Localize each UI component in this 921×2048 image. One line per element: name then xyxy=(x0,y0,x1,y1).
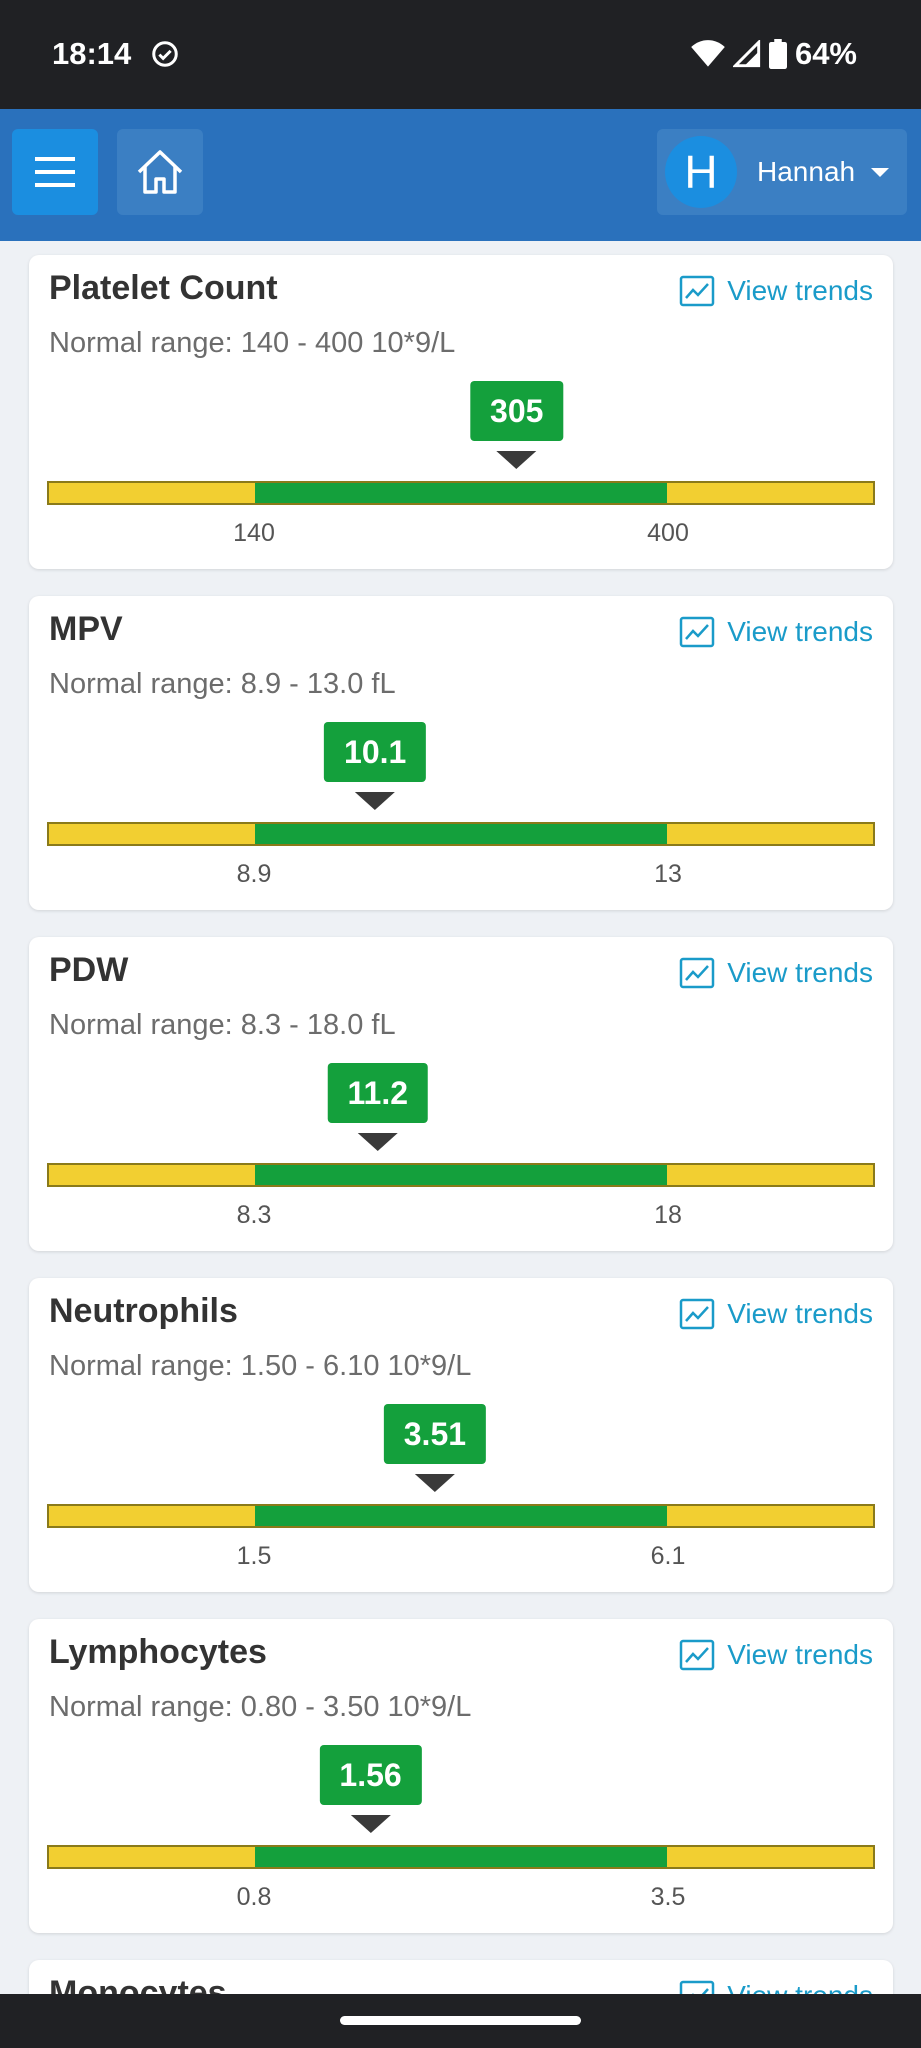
high-limit-label: 3.5 xyxy=(650,1883,686,1911)
result-card: Monocytes View trends xyxy=(29,1960,893,1994)
view-trends-label: View trends xyxy=(727,1298,873,1329)
low-range-segment xyxy=(49,1847,255,1867)
view-trends-link[interactable]: View trends xyxy=(679,616,873,648)
high-range-segment xyxy=(667,1847,873,1867)
result-card: Lymphocytes View trends Normal range: 0.… xyxy=(29,1619,893,1933)
value-marker: 3.51 xyxy=(383,1404,487,1492)
result-value: 10.1 xyxy=(324,722,427,782)
low-range-segment xyxy=(49,1506,255,1526)
pointer-icon xyxy=(355,792,396,810)
battery-icon xyxy=(768,39,787,69)
test-name: Platelet Count xyxy=(49,269,278,307)
test-name: Lymphocytes xyxy=(49,1633,267,1671)
results-list: Platelet Count View trends Normal range:… xyxy=(0,241,921,1994)
low-limit-label: 0.8 xyxy=(236,1883,272,1911)
high-range-segment xyxy=(667,824,873,844)
test-name: PDW xyxy=(49,951,129,989)
view-trends-label: View trends xyxy=(727,957,873,988)
status-bar: 18:14 64% xyxy=(0,0,921,109)
sync-check-icon xyxy=(152,41,178,67)
high-range-segment xyxy=(667,483,873,503)
normal-range: Normal range: 1.50 - 6.10 10*9/L xyxy=(49,1350,472,1382)
result-value: 11.2 xyxy=(327,1063,429,1123)
normal-range: Normal range: 8.3 - 18.0 fL xyxy=(49,1009,396,1041)
wifi-icon xyxy=(691,40,725,67)
view-trends-link[interactable]: View trends xyxy=(679,1639,873,1671)
battery-percent: 64% xyxy=(794,36,857,71)
low-range-segment xyxy=(49,1165,255,1185)
chevron-down-icon xyxy=(871,167,890,177)
app-header: H Hannah xyxy=(0,109,921,241)
view-trends-link[interactable]: View trends xyxy=(679,1980,873,1994)
view-trends-label: View trends xyxy=(727,275,873,306)
normal-range-segment xyxy=(255,1506,667,1526)
result-value: 1.56 xyxy=(319,1745,422,1805)
pointer-icon xyxy=(357,1133,398,1151)
value-marker: 10.1 xyxy=(324,722,427,810)
system-nav-bar xyxy=(0,1994,921,2048)
high-limit-label: 18 xyxy=(654,1201,682,1229)
result-value: 305 xyxy=(470,381,564,441)
low-range-segment xyxy=(49,824,255,844)
range-bar xyxy=(47,822,875,846)
test-name: Neutrophils xyxy=(49,1292,238,1330)
high-range-segment xyxy=(667,1165,873,1185)
low-limit-label: 140 xyxy=(233,519,275,547)
clock: 18:14 xyxy=(52,36,132,71)
low-limit-label: 8.9 xyxy=(236,860,272,888)
high-limit-label: 6.1 xyxy=(650,1542,686,1570)
trend-chart-icon xyxy=(679,1298,715,1330)
range-bar xyxy=(47,1845,875,1869)
high-limit-label: 400 xyxy=(647,519,689,547)
result-card: Platelet Count View trends Normal range:… xyxy=(29,255,893,569)
range-bar xyxy=(47,1163,875,1187)
view-trends-link[interactable]: View trends xyxy=(679,957,873,989)
user-menu-button[interactable]: H Hannah xyxy=(657,129,907,215)
high-limit-label: 13 xyxy=(654,860,682,888)
pointer-icon xyxy=(496,451,537,469)
pointer-icon xyxy=(350,1815,391,1833)
normal-range: Normal range: 8.9 - 13.0 fL xyxy=(49,668,396,700)
view-trends-link[interactable]: View trends xyxy=(679,275,873,307)
range-bar xyxy=(47,481,875,505)
home-icon xyxy=(137,150,183,194)
trend-chart-icon xyxy=(679,957,715,989)
result-value: 3.51 xyxy=(383,1404,487,1464)
range-bar xyxy=(47,1504,875,1528)
cell-signal-icon xyxy=(732,40,761,68)
low-limit-label: 8.3 xyxy=(236,1201,272,1229)
trend-chart-icon xyxy=(679,275,715,307)
menu-button[interactable] xyxy=(12,129,98,215)
normal-range: Normal range: 0.80 - 3.50 10*9/L xyxy=(49,1691,472,1723)
view-trends-label: View trends xyxy=(727,616,873,647)
test-name: MPV xyxy=(49,610,123,648)
hamburger-menu-icon xyxy=(35,157,75,187)
result-card: Neutrophils View trends Normal range: 1.… xyxy=(29,1278,893,1592)
pointer-icon xyxy=(414,1474,455,1492)
value-marker: 305 xyxy=(470,381,564,469)
view-trends-label: View trends xyxy=(727,1639,873,1670)
normal-range: Normal range: 140 - 400 10*9/L xyxy=(49,327,456,359)
value-marker: 1.56 xyxy=(319,1745,422,1833)
user-name: Hannah xyxy=(757,156,856,187)
home-button[interactable] xyxy=(117,129,203,215)
normal-range-segment xyxy=(255,1165,667,1185)
result-card: MPV View trends Normal range: 8.9 - 13.0… xyxy=(29,596,893,910)
value-marker: 11.2 xyxy=(327,1063,429,1151)
low-limit-label: 1.5 xyxy=(236,1542,272,1570)
normal-range-segment xyxy=(255,824,667,844)
trend-chart-icon xyxy=(679,1980,715,1994)
trend-chart-icon xyxy=(679,616,715,648)
normal-range-segment xyxy=(255,1847,667,1867)
normal-range-segment xyxy=(255,483,667,503)
gesture-handle[interactable] xyxy=(340,2016,581,2025)
view-trends-link[interactable]: View trends xyxy=(679,1298,873,1330)
test-name: Monocytes xyxy=(49,1974,227,1994)
result-card: PDW View trends Normal range: 8.3 - 18.0… xyxy=(29,937,893,1251)
high-range-segment xyxy=(667,1506,873,1526)
avatar: H xyxy=(665,136,737,208)
view-trends-label: View trends xyxy=(727,1980,873,1994)
low-range-segment xyxy=(49,483,255,503)
trend-chart-icon xyxy=(679,1639,715,1671)
